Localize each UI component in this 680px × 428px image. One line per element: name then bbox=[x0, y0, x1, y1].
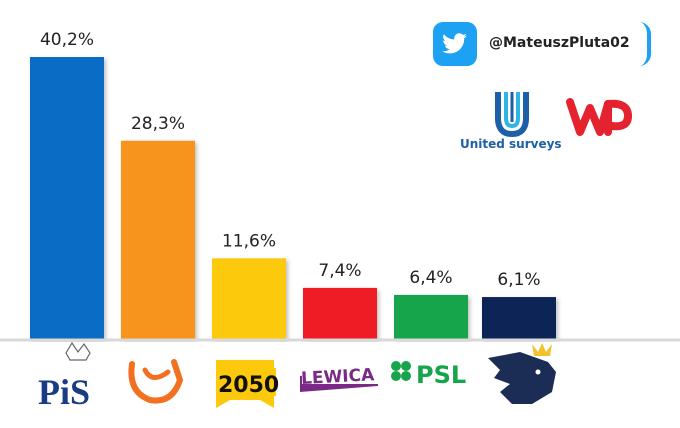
value-label: 6,4% bbox=[409, 268, 452, 288]
polska2050-bg bbox=[216, 368, 276, 396]
lewica-bg bbox=[302, 360, 378, 384]
bar-lewica bbox=[303, 287, 377, 340]
value-label: 6,1% bbox=[497, 270, 540, 290]
psl-logo: PSL bbox=[391, 361, 466, 389]
crown-icon bbox=[65, 341, 91, 361]
clover-icon bbox=[391, 361, 411, 381]
bar-pis bbox=[30, 57, 104, 340]
konfederacja-logo bbox=[488, 343, 556, 404]
twitter-handle-badge: @MateuszPluta02 bbox=[433, 22, 659, 66]
twitter-bird-icon bbox=[442, 33, 467, 54]
eagle-crown-icon bbox=[532, 343, 552, 356]
ko-swirl-inner bbox=[142, 367, 171, 380]
pis-logo-text: PiS bbox=[38, 372, 90, 412]
wp-logo-icon bbox=[566, 98, 632, 136]
united-surveys-logo-icon bbox=[495, 92, 529, 138]
twitter-handle-text: @MateuszPluta02 bbox=[489, 35, 630, 51]
ko-logo bbox=[128, 359, 184, 404]
value-labels-group: 40,2% 28,3% 11,6% 7,4% 6,4% 6,1% bbox=[40, 30, 541, 290]
polska2050-logo-text: 2050 bbox=[218, 373, 279, 398]
value-label: 11,6% bbox=[222, 231, 276, 251]
value-label: 40,2% bbox=[40, 30, 94, 50]
lewica-logo-text: LEWICA bbox=[301, 365, 376, 389]
value-label: 7,4% bbox=[318, 261, 361, 281]
bars-group bbox=[30, 57, 556, 340]
bar-polska-2050 bbox=[212, 258, 286, 340]
eagle-icon bbox=[488, 352, 556, 404]
united-surveys-text: United surveys bbox=[460, 137, 562, 151]
lewica-logo: LEWICA bbox=[300, 360, 378, 392]
twitter-icon bbox=[433, 22, 477, 66]
psl-logo-text: PSL bbox=[416, 361, 466, 389]
value-label: 28,3% bbox=[131, 114, 185, 134]
bar-ko bbox=[121, 140, 195, 340]
polska2050-logo: 2050 bbox=[216, 360, 279, 408]
bar-psl bbox=[394, 294, 468, 340]
ko-swirl-icon bbox=[128, 359, 184, 404]
bar-konfederacja bbox=[482, 297, 556, 340]
eagle-eye bbox=[535, 369, 541, 375]
pis-logo: PiS bbox=[38, 341, 91, 412]
